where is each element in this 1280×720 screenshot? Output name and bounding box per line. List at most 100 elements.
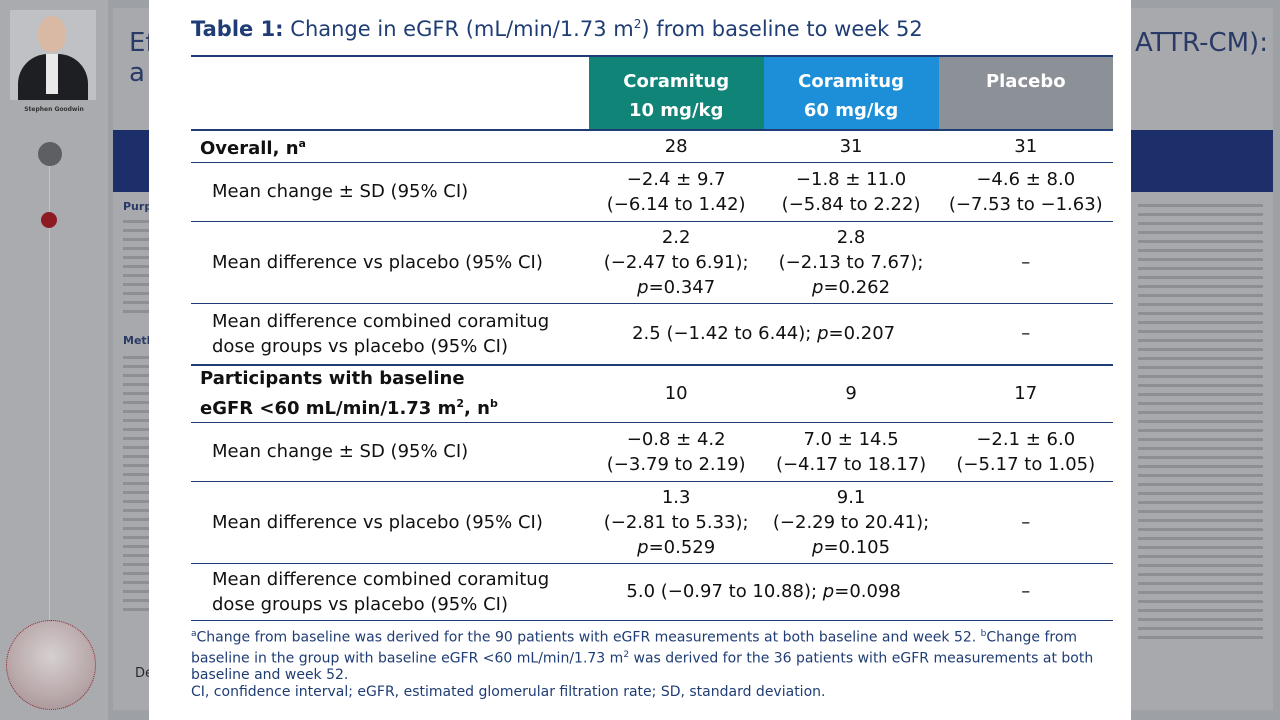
p-value: =0.105 xyxy=(823,536,891,558)
p-letter: p xyxy=(637,276,649,298)
p-value: =0.529 xyxy=(648,536,716,558)
poster-title-right: ATTR-CM): xyxy=(1135,28,1268,58)
cell-line: 2.8 xyxy=(836,226,866,248)
header-coramitug-10: Coramitug 10 mg/kg xyxy=(588,55,764,130)
table-cell: −2.4 ± 9.7 (−6.14 to 1.42) xyxy=(589,162,764,221)
table-title: Table 1: Change in eGFR (mL/min/1.73 m2)… xyxy=(191,17,923,41)
timeline-marker-active[interactable] xyxy=(41,212,57,228)
footnote-b-text: Change from baseline in the group with b… xyxy=(191,629,1078,667)
poster-section-methods: Meth xyxy=(123,334,155,347)
combined-value: 2.5 (−1.42 to 6.44); xyxy=(632,323,812,345)
cell-line: 2.2 xyxy=(661,226,691,248)
cell-line: p=0.105 xyxy=(768,535,935,560)
poster-section-purpose: Purp xyxy=(123,200,153,213)
cell-line: (−7.53 to −1.63) xyxy=(948,193,1103,215)
row-label-text: Overall, n xyxy=(200,138,299,160)
cell-line: (−2.13 to 7.67); xyxy=(778,251,924,273)
row-label-line: dose groups vs placebo (95% CI) xyxy=(212,593,508,615)
row-label: Mean difference vs placebo (95% CI) xyxy=(212,511,543,533)
cell-line: (−2.81 to 5.33); xyxy=(603,511,749,533)
footnote-b-text: was derived for the 36 patients with eGF… xyxy=(191,650,1094,684)
table-row: Overall, na 28 31 31 xyxy=(191,130,1113,162)
presenter-sidebar: Stephen Goodwin xyxy=(0,0,108,720)
table-cell-combined: 5.0 (−0.97 to 10.88); p=0.098 xyxy=(589,563,939,620)
cell-line: 7.0 ± 14.5 xyxy=(803,428,899,450)
row-label-line: dose groups vs placebo (95% CI) xyxy=(212,335,508,357)
superscript: 2 xyxy=(623,649,630,660)
p-value: =0.098 xyxy=(834,581,901,602)
row-label-line: Mean difference combined coramitug xyxy=(212,310,550,332)
cell-line: −4.6 ± 8.0 xyxy=(976,168,1076,190)
table-row: Mean change ± SD (95% CI) −0.8 ± 4.2 (−3.… xyxy=(191,422,1113,481)
presenter-photo xyxy=(10,10,96,100)
cell-line: −0.8 ± 4.2 xyxy=(626,428,726,450)
footnote-ab: aChange from baseline was derived for th… xyxy=(191,626,1113,684)
row-label: Mean change ± SD (95% CI) xyxy=(212,441,469,462)
row-label-text: eGFR <60 mL/min/1.73 m xyxy=(200,398,457,420)
table-cell: −0.8 ± 4.2 (−3.79 to 2.19) xyxy=(589,422,764,481)
table-title-sup: 2 xyxy=(633,17,642,31)
p-letter: p xyxy=(822,581,835,602)
timeline-marker-inactive[interactable] xyxy=(38,142,62,166)
footnote-marker: a xyxy=(298,137,306,151)
header-line2: 60 mg/kg xyxy=(803,100,899,121)
table-cell: 2.2 (−2.47 to 6.91); p=0.347 xyxy=(589,221,764,303)
cell-line: p=0.529 xyxy=(593,535,760,560)
table-cell: 17 xyxy=(1014,383,1038,405)
table-cell: −2.1 ± 6.0 (−5.17 to 1.05) xyxy=(939,422,1113,481)
table-cell: 7.0 ± 14.5 (−4.17 to 18.17) xyxy=(764,422,939,481)
table-cell: 31 xyxy=(839,135,863,157)
cell-line: (−2.47 to 6.91); xyxy=(603,251,749,273)
p-letter: p xyxy=(637,536,649,558)
p-value: =0.207 xyxy=(828,323,896,345)
table-row: Participants with baseline eGFR <60 mL/mi… xyxy=(191,365,1113,422)
row-label: Overall, na xyxy=(191,130,589,162)
cell-line: (−6.14 to 1.42) xyxy=(606,193,746,215)
p-letter: p xyxy=(812,536,824,558)
footnote-marker: b xyxy=(489,397,498,411)
egfr-table: Coramitug 10 mg/kg Coramitug 60 mg/kg Pl… xyxy=(191,55,1113,621)
header-line1: Placebo xyxy=(985,71,1066,92)
header-placebo: Placebo xyxy=(938,55,1113,130)
table-cell: – xyxy=(1021,323,1031,345)
table-cell: 10 xyxy=(664,383,688,405)
table-cell: 9 xyxy=(845,383,857,405)
table-cell: −1.8 ± 11.0 (−5.84 to 2.22) xyxy=(764,162,939,221)
cell-line: 1.3 xyxy=(661,486,691,508)
table-row: Mean change ± SD (95% CI) −2.4 ± 9.7 (−6.… xyxy=(191,162,1113,221)
globe-icon[interactable] xyxy=(6,620,96,710)
cell-line: (−5.84 to 2.22) xyxy=(781,193,921,215)
p-letter: p xyxy=(812,276,824,298)
presenter-name: Stephen Goodwin xyxy=(24,106,84,113)
header-line1: Coramitug xyxy=(798,71,904,92)
cell-line: −2.1 ± 6.0 xyxy=(976,428,1076,450)
table-title-number: Table 1: xyxy=(191,17,284,41)
row-label: Participants with baseline eGFR <60 mL/mi… xyxy=(191,365,589,422)
presenter-head xyxy=(38,16,66,52)
cell-line: p=0.347 xyxy=(593,275,760,300)
table-cell: 2.8 (−2.13 to 7.67); p=0.262 xyxy=(764,221,939,303)
footnote-marker: b xyxy=(980,629,987,639)
table-cell: – xyxy=(1021,581,1031,602)
cell-line: (−3.79 to 2.19) xyxy=(606,453,746,475)
timeline-track xyxy=(49,165,50,625)
table-row: Mean difference combined coramitug dose g… xyxy=(191,303,1113,365)
p-value: =0.262 xyxy=(823,276,891,298)
p-value: =0.347 xyxy=(648,276,716,298)
table-cell-combined: 2.5 (−1.42 to 6.44); p=0.207 xyxy=(589,303,939,365)
table-title-text-a: Change in eGFR (mL/min/1.73 m xyxy=(290,17,634,41)
poster-text-block xyxy=(123,220,151,319)
cell-line: p=0.262 xyxy=(768,275,935,300)
row-label-text: , n xyxy=(464,398,490,420)
cell-line: −1.8 ± 11.0 xyxy=(795,168,907,190)
cell-line: (−2.29 to 20.41); xyxy=(772,511,930,533)
row-label: Mean difference vs placebo (95% CI) xyxy=(212,251,543,273)
table-row: Mean difference vs placebo (95% CI) 2.2 (… xyxy=(191,221,1113,303)
header-line2: 10 mg/kg xyxy=(628,100,724,121)
table-cell: – xyxy=(1021,511,1031,533)
row-label-line: eGFR <60 mL/min/1.73 m2, nb xyxy=(200,391,585,421)
table-footnotes: aChange from baseline was derived for th… xyxy=(191,626,1113,701)
combined-value: 5.0 (−0.97 to 10.88); xyxy=(626,581,818,602)
table-cell: 28 xyxy=(664,135,688,157)
table-title-text-b: ) from baseline to week 52 xyxy=(641,17,923,41)
